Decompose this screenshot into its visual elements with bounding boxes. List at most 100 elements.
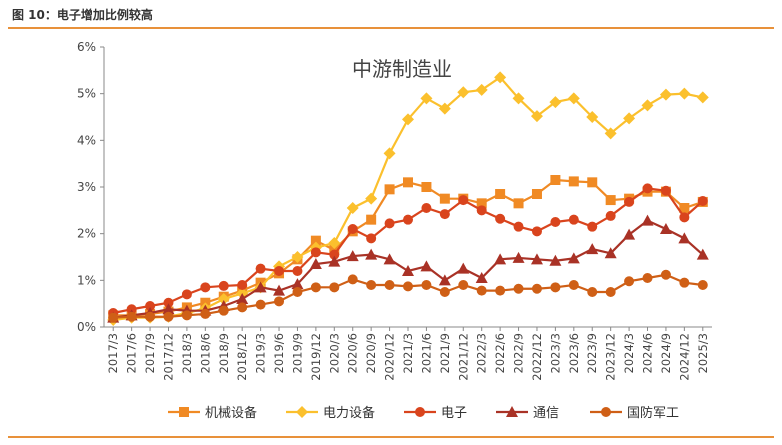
data-point (237, 280, 248, 290)
data-point (587, 177, 598, 188)
x-tick-label: 2021/9 (438, 333, 452, 373)
data-point (420, 260, 433, 272)
data-point (420, 92, 433, 105)
data-point (329, 249, 340, 260)
y-tick-label: 4% (77, 133, 96, 147)
data-point (346, 202, 359, 214)
data-point (366, 233, 377, 244)
x-tick-label: 2023/9 (585, 333, 599, 373)
x-tick-label: 2022/12 (530, 333, 544, 381)
data-point (605, 210, 616, 221)
x-tick-label: 2018/12 (235, 333, 249, 381)
series-通信 (107, 214, 709, 323)
data-point (659, 223, 672, 234)
data-point (421, 280, 432, 290)
data-point (587, 221, 598, 232)
data-point (383, 147, 396, 160)
data-point (567, 252, 580, 264)
y-tick-label: 6% (77, 40, 96, 54)
data-point (513, 221, 524, 232)
data-point (403, 177, 413, 188)
data-point (678, 87, 691, 100)
data-point (347, 224, 358, 234)
x-tick-label: 2020/3 (327, 333, 341, 373)
x-tick-label: 2017/9 (143, 333, 157, 373)
data-point (641, 99, 654, 112)
data-point (660, 269, 671, 280)
data-point (605, 195, 616, 206)
data-point (181, 310, 192, 321)
x-tick-label: 2021/6 (419, 333, 433, 373)
data-point (384, 280, 395, 290)
data-point (310, 235, 321, 246)
y-tick-label: 5% (77, 87, 96, 101)
data-point (512, 92, 525, 105)
data-point (181, 289, 192, 300)
data-point (659, 88, 672, 101)
x-tick-label: 2017/12 (161, 333, 175, 381)
x-tick-label: 2019/12 (309, 333, 323, 381)
data-point (495, 285, 506, 296)
data-point (696, 91, 709, 104)
data-point (255, 299, 266, 310)
legend-item: 国防军工 (590, 405, 679, 421)
data-point (292, 287, 303, 297)
data-point (145, 311, 156, 322)
series-layer (107, 71, 709, 326)
data-point (604, 247, 617, 259)
data-point (568, 280, 579, 290)
data-point (567, 92, 580, 105)
data-point (550, 282, 561, 293)
data-point (457, 86, 470, 99)
data-point (273, 284, 286, 296)
data-point (255, 263, 266, 274)
data-point (384, 184, 395, 195)
data-point (365, 192, 378, 205)
data-point (236, 293, 249, 304)
data-point (439, 287, 450, 297)
series-国防军工 (108, 269, 708, 323)
data-point (642, 183, 653, 194)
data-point (679, 203, 690, 213)
data-point (162, 303, 175, 315)
data-point (421, 203, 432, 213)
data-point (476, 205, 487, 216)
legend-marker (506, 406, 518, 417)
data-point (513, 283, 524, 294)
data-point (679, 277, 690, 288)
data-point (679, 212, 690, 223)
data-point (604, 127, 617, 140)
top-divider (8, 27, 774, 29)
data-point (494, 253, 507, 265)
data-point (365, 248, 378, 260)
series-机械设备 (108, 175, 708, 321)
x-tick-label: 2019/3 (254, 333, 268, 373)
data-point (126, 311, 137, 322)
data-point (697, 196, 708, 206)
legend-label: 电子 (441, 406, 467, 421)
series-电子 (108, 183, 708, 318)
data-point (403, 214, 413, 225)
data-point (476, 285, 487, 296)
legend-label: 国防军工 (627, 405, 679, 421)
x-tick-label: 2023/6 (567, 333, 581, 373)
data-point (660, 185, 671, 196)
x-tick-label: 2020/6 (346, 333, 360, 373)
y-tick-label: 1% (77, 273, 96, 287)
data-point (403, 281, 413, 292)
data-point (291, 278, 304, 290)
x-tick-label: 2019/6 (272, 333, 286, 373)
data-point (310, 247, 321, 258)
legend-marker (601, 407, 611, 417)
data-point (402, 113, 414, 126)
x-tick-label: 2023/12 (604, 333, 618, 381)
data-point (512, 251, 525, 263)
x-tick-label: 2022/3 (475, 333, 489, 373)
data-point (495, 213, 506, 224)
data-point (568, 176, 579, 187)
x-tick-label: 2021/3 (401, 333, 415, 373)
data-point (217, 293, 230, 305)
bottom-divider (8, 436, 774, 438)
data-point (623, 228, 636, 240)
data-point (458, 195, 469, 206)
